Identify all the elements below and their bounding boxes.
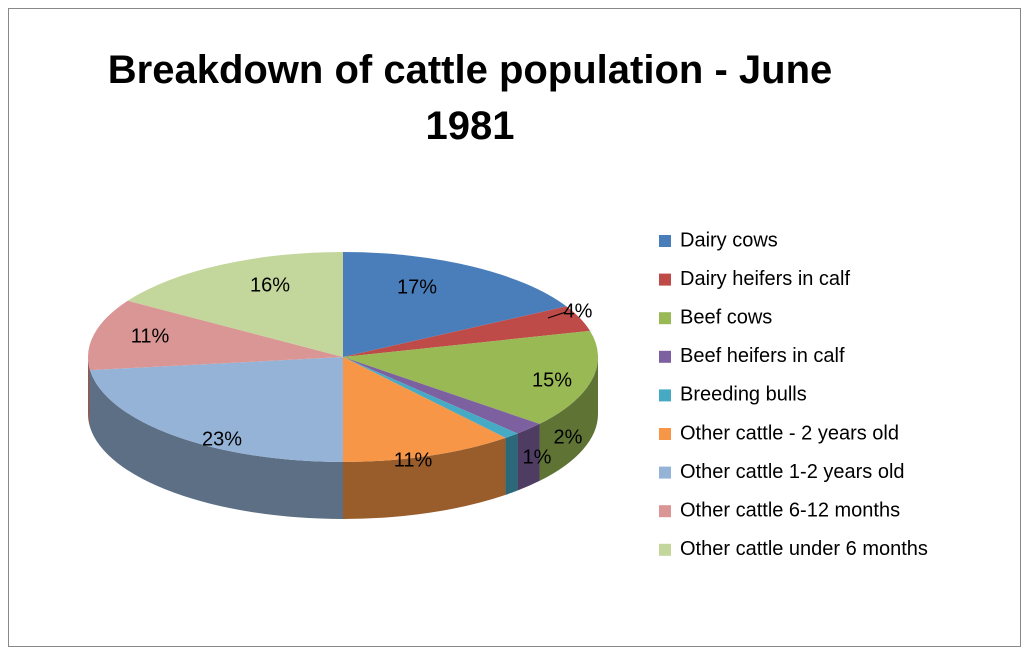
pie-slice xyxy=(127,252,343,357)
pie-slice xyxy=(343,357,506,462)
leader-line xyxy=(547,311,567,319)
legend-label: Beef cows xyxy=(680,306,772,328)
pie-slice xyxy=(90,357,344,462)
legend-swatch xyxy=(659,428,671,440)
pie-slice xyxy=(343,357,540,434)
pie-side xyxy=(88,357,91,428)
data-label: 4% xyxy=(564,300,593,322)
pie-side xyxy=(90,370,344,519)
pie-side xyxy=(539,357,598,481)
data-label: 17% xyxy=(397,276,437,298)
legend-swatch xyxy=(659,235,671,247)
pie-side xyxy=(517,423,540,491)
pie-slice xyxy=(88,300,344,371)
legend-swatch xyxy=(659,505,671,518)
legend-label: Breeding bulls xyxy=(680,384,807,406)
legend-label: Dairy heifers in calf xyxy=(680,268,851,290)
pie-slice xyxy=(343,357,518,438)
chart-title: Breakdown of cattle population - June 198… xyxy=(108,48,833,148)
pie-slice xyxy=(343,306,590,357)
legend-label: Other cattle 1-2 years old xyxy=(680,461,905,483)
legend-swatch xyxy=(659,389,671,402)
legend-swatch xyxy=(659,350,671,363)
legend-label: Other cattle under 6 months xyxy=(680,538,928,560)
data-label: 23% xyxy=(202,428,242,450)
data-label: 11% xyxy=(131,325,170,347)
legend-label: Beef heifers in calf xyxy=(680,345,845,367)
data-label: 11% xyxy=(394,449,433,471)
pie-side xyxy=(343,437,506,519)
data-label: 1% xyxy=(523,446,552,468)
data-label: 15% xyxy=(532,369,572,391)
legend-swatch xyxy=(659,543,671,556)
legend-label: Other cattle - 2 years old xyxy=(680,422,899,444)
pie-side xyxy=(505,433,518,495)
legend-swatch xyxy=(659,273,671,286)
legend-label: Other cattle 6-12 months xyxy=(680,499,900,521)
legend-swatch xyxy=(659,466,671,479)
pie-slice xyxy=(343,252,567,357)
legend-swatch xyxy=(659,312,671,325)
data-label: 16% xyxy=(250,274,290,296)
data-label: 2% xyxy=(554,426,583,448)
legend-label: Dairy cows xyxy=(680,229,778,251)
pie-slice xyxy=(343,330,598,424)
